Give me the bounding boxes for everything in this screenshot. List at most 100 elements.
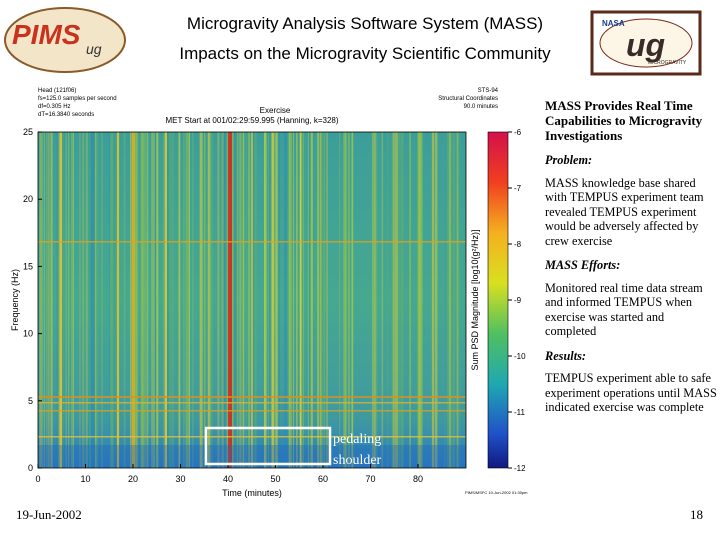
texture-stripe — [92, 132, 95, 468]
texture-stripe — [319, 132, 323, 468]
texture-stripe — [217, 132, 220, 468]
texture-stripe — [123, 132, 126, 468]
footer-date: 19-Jun-2002 — [16, 507, 82, 522]
info-title: Exercise — [260, 106, 291, 115]
texture-stripe — [62, 132, 64, 468]
texture-stripe — [101, 132, 103, 468]
texture-band — [38, 402, 466, 404]
texture-stripe — [192, 132, 194, 468]
logo-right-top: NASA — [602, 19, 625, 28]
texture-stripe — [310, 132, 313, 468]
y-tick-label: 25 — [23, 127, 33, 137]
logo-right-sub: MICROGRAVITY — [648, 60, 687, 66]
texture-stripe — [89, 132, 91, 468]
texture-band — [38, 410, 466, 412]
texture-stripe — [58, 132, 61, 468]
texture-stripe — [146, 132, 149, 468]
texture-stripe — [207, 132, 211, 468]
texture-stripe — [431, 132, 435, 468]
colorbar-tick-label: -6 — [514, 128, 522, 137]
y-tick-label: 15 — [23, 261, 33, 271]
spectrogram-texture — [38, 132, 466, 468]
texture-stripe — [135, 132, 139, 468]
x-tick-label: 50 — [270, 474, 280, 484]
texture-stripe — [226, 132, 228, 468]
texture-stripe — [275, 132, 277, 468]
x-tick-label: 20 — [128, 474, 138, 484]
colorbar-tick-label: -10 — [514, 352, 526, 361]
texture-stripe — [221, 132, 224, 468]
texture-stripe — [420, 132, 423, 468]
texture-stripe — [351, 132, 353, 468]
texture-stripe — [444, 132, 446, 468]
texture-stripe — [391, 132, 395, 468]
logo-right-text: ug — [626, 27, 665, 63]
y-tick-label: 10 — [23, 329, 33, 339]
texture-stripe — [156, 132, 159, 468]
axes: 0 10 20 30 40 50 60 70 80 0 5 10 15 20 25 -6 -7 -8 -9 -10 -1… — [10, 88, 528, 498]
texture-stripe — [242, 132, 245, 468]
texture-stripe — [308, 132, 310, 468]
texture-stripe — [419, 132, 422, 468]
texture-stripe — [317, 132, 319, 468]
info-text: fs=125.0 samples per second — [38, 96, 117, 102]
texture-stripe — [236, 132, 239, 468]
texture-stripe — [130, 132, 132, 468]
texture-stripe — [296, 132, 298, 468]
texture-stripe — [252, 132, 255, 468]
texture-stripe — [39, 132, 43, 468]
texture-stripe — [200, 132, 202, 468]
texture-stripe — [208, 132, 210, 468]
texture-stripe — [343, 132, 347, 468]
x-tick-label: 10 — [80, 474, 90, 484]
section-text: Monitored real time data stream and info… — [545, 280, 703, 339]
texture-stripe — [183, 132, 185, 468]
info-text: Structural Coordinates — [438, 96, 498, 102]
footnote: PIMS/MSFC 19-Jun-2002 01:30pm — [465, 490, 528, 495]
texture-stripe — [321, 132, 324, 468]
section-label: Problem: — [545, 153, 593, 167]
texture-stripe — [247, 132, 250, 468]
info-text: 90.0 minutes — [464, 104, 498, 110]
texture-band — [38, 436, 466, 438]
logos: PIMS ug NASA ug MICROGRAVITY — [4, 7, 702, 76]
texture-stripe — [267, 132, 271, 468]
x-tick-label: 40 — [223, 474, 233, 484]
texture-stripe — [318, 132, 319, 468]
texture-stripe — [56, 132, 60, 468]
texture-stripe — [153, 132, 157, 468]
texture-stripe — [231, 132, 234, 468]
texture-stripe — [79, 132, 81, 468]
texture-stripe — [135, 132, 138, 468]
texture-stripe — [91, 132, 95, 468]
texture-stripe — [288, 132, 292, 468]
texture-stripe — [110, 132, 114, 468]
texture-stripe — [452, 132, 456, 468]
texture-stripe — [68, 132, 70, 468]
texture-stripe — [188, 132, 191, 468]
spectrogram-figure: 0 10 20 30 40 50 60 70 80 0 5 10 15 20 25 -6 -7 -8 -9 -10 -1… — [10, 88, 528, 498]
colorbar-tick-label: -9 — [514, 296, 522, 305]
texture-stripe — [386, 132, 389, 468]
texture-stripe — [165, 132, 167, 468]
texture-band — [38, 396, 466, 398]
texture-stripe — [46, 132, 48, 468]
texture-stripe — [292, 132, 294, 468]
texture-stripe — [249, 132, 251, 468]
texture-stripe — [434, 132, 438, 468]
texture-stripe — [236, 132, 238, 468]
texture-stripe — [250, 132, 254, 468]
logo-left-bg — [4, 7, 126, 73]
section-label: MASS Efforts: — [545, 258, 621, 272]
texture-stripe — [392, 132, 396, 468]
texture-stripe — [303, 132, 305, 468]
title-line: Microgravity Analysis Software System (M… — [186, 14, 544, 33]
texture-stripe — [326, 132, 328, 468]
info-text: Head (121f06) — [38, 88, 76, 94]
texture-stripe — [109, 132, 111, 468]
annotation-text: pedaling — [333, 432, 381, 447]
texture-stripe — [239, 132, 242, 468]
texture-stripe — [228, 132, 232, 468]
texture-stripe — [451, 132, 455, 468]
texture-stripe — [171, 132, 175, 468]
